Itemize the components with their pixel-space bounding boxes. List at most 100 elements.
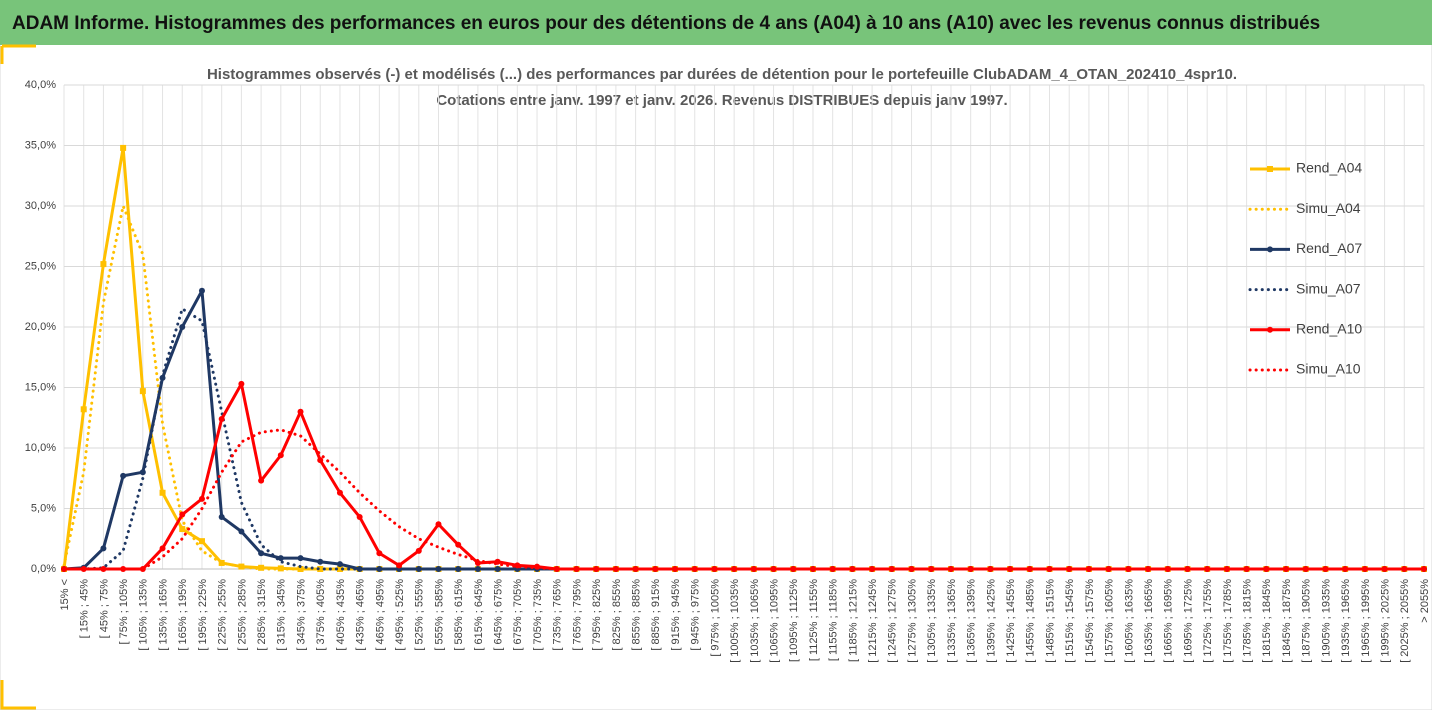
x-tick-label: [ 135% ; 165% — [157, 579, 169, 651]
marker — [198, 538, 205, 545]
x-tick-label: [ 1755% ; 1785% — [1222, 579, 1234, 663]
marker — [317, 558, 324, 565]
x-tick-label: [ 375% ; 405% — [315, 579, 327, 651]
x-tick-label: [ 1335% ; 1365% — [946, 579, 958, 663]
x-tick-label: [ 435% ; 465% — [355, 579, 367, 651]
x-tick-label: [ 105% ; 135% — [138, 579, 150, 651]
y-tick-label: 25,0% — [25, 260, 56, 272]
legend-marker — [1267, 326, 1273, 333]
x-tick-label: [ 585% ; 615% — [453, 579, 465, 651]
x-tick-label: [ 1065% ; 1095% — [768, 579, 780, 663]
x-tick-label: [ 1725% ; 1755% — [1202, 579, 1214, 663]
marker — [928, 566, 935, 572]
y-tick-label: 30,0% — [25, 200, 56, 212]
x-tick-label: [ 1965% ; 1995% — [1360, 579, 1372, 663]
header-title: ADAM Informe. Histogrammes des performan… — [12, 13, 1320, 34]
x-tick-label: [ 405% ; 435% — [335, 579, 347, 651]
marker — [159, 545, 166, 552]
x-tick-label: [ 1875% ; 1905% — [1301, 579, 1313, 663]
legend-label: Simu_A07 — [1296, 280, 1361, 296]
x-tick-label: [ 855% ; 885% — [631, 579, 643, 651]
x-tick-label: > 2055% — [1419, 579, 1431, 623]
x-tick-label: [ 15% ; 45% — [79, 579, 91, 639]
x-tick-label: [ 1605% ; 1635% — [1123, 579, 1135, 663]
marker — [238, 380, 245, 387]
x-tick-label: [ 1785% ; 1815% — [1242, 579, 1254, 663]
x-tick-label: [ 255% ; 285% — [236, 579, 248, 651]
marker — [1184, 566, 1191, 572]
marker — [376, 550, 383, 557]
x-tick-label: [ 1905% ; 1935% — [1320, 579, 1332, 663]
x-tick-label: [ 1845% ; 1875% — [1281, 579, 1293, 663]
marker — [1026, 566, 1033, 572]
x-tick-label: [ 1935% ; 1965% — [1340, 579, 1352, 663]
y-tick-label: 40,0% — [25, 79, 56, 91]
marker — [336, 561, 343, 568]
marker — [750, 566, 757, 572]
y-tick-label: 5,0% — [31, 502, 56, 514]
legend-label: Rend_A10 — [1296, 321, 1362, 337]
marker — [1105, 566, 1112, 572]
series-line — [62, 428, 1426, 571]
x-tick-label: [ 465% ; 495% — [374, 579, 386, 651]
y-tick-label: 0,0% — [31, 563, 56, 575]
marker — [1283, 566, 1290, 572]
x-tick-label: [ 345% ; 375% — [295, 579, 307, 651]
x-tick-label: [ 1035% ; 1065% — [749, 579, 761, 663]
marker — [100, 261, 107, 268]
x-tick-label: [ 495% ; 525% — [394, 579, 406, 651]
x-tick-label: [ 1215% ; 1245% — [867, 579, 879, 663]
x-tick-label: [ 1995% ; 2025% — [1379, 579, 1391, 663]
x-tick-label: [ 1575% ; 1605% — [1104, 579, 1116, 663]
x-tick-label: [ 2025% ; 2055% — [1399, 579, 1411, 663]
x-tick-label: [ 1095% ; 1125% — [788, 579, 800, 662]
x-tick-label: [ 915% ; 945% — [670, 579, 682, 651]
marker — [691, 566, 698, 572]
marker — [947, 566, 954, 572]
marker — [297, 555, 304, 562]
x-tick-label: [ 1005% ; 1035% — [729, 579, 741, 663]
marker — [356, 513, 363, 520]
marker — [435, 566, 442, 572]
x-tick-label: [ 1305% ; 1335% — [926, 579, 938, 663]
marker — [277, 452, 284, 459]
x-tick-label: [ 645% ; 675% — [493, 579, 505, 651]
marker — [238, 563, 245, 570]
y-tick-label: 10,0% — [25, 442, 56, 454]
marker — [120, 144, 127, 151]
marker — [218, 513, 225, 520]
x-tick-label: [ 1395% ; 1425% — [985, 579, 997, 663]
x-tick-label: [ 1365% ; 1395% — [966, 579, 978, 663]
x-tick-label: [ 1665% ; 1695% — [1163, 579, 1175, 663]
marker — [672, 566, 679, 572]
legend-marker — [1267, 166, 1273, 172]
x-tick-label: [ 1815% ; 1845% — [1261, 579, 1273, 663]
marker — [258, 477, 265, 484]
marker — [1085, 566, 1092, 572]
x-tick-label: [ 555% ; 585% — [433, 579, 445, 651]
x-tick-label: [ 165% ; 195% — [177, 579, 189, 651]
x-tick-label: [ 195% ; 225% — [197, 579, 209, 651]
marker — [100, 545, 107, 552]
marker — [198, 287, 205, 294]
marker — [1342, 566, 1349, 572]
marker — [770, 566, 777, 572]
x-tick-label: [ 615% ; 645% — [473, 579, 485, 651]
x-tick-label: [ 1515% ; 1545% — [1064, 579, 1076, 663]
x-tick-label: [ 765% ; 795% — [571, 579, 583, 651]
marker — [297, 408, 304, 415]
x-tick-label: [ 45% ; 75% — [98, 579, 110, 639]
marker — [139, 388, 146, 395]
corner-deco — [0, 44, 36, 64]
x-tick-label: [ 75% ; 105% — [118, 579, 130, 645]
x-tick-label: [ 885% ; 915% — [650, 579, 662, 651]
marker — [829, 566, 836, 572]
marker — [80, 406, 87, 413]
x-tick-label: [ 1545% ; 1575% — [1084, 579, 1096, 663]
marker — [317, 457, 324, 464]
legend-marker — [1267, 246, 1273, 253]
marker — [336, 566, 343, 572]
x-tick-label: [ 285% ; 315% — [256, 579, 268, 651]
